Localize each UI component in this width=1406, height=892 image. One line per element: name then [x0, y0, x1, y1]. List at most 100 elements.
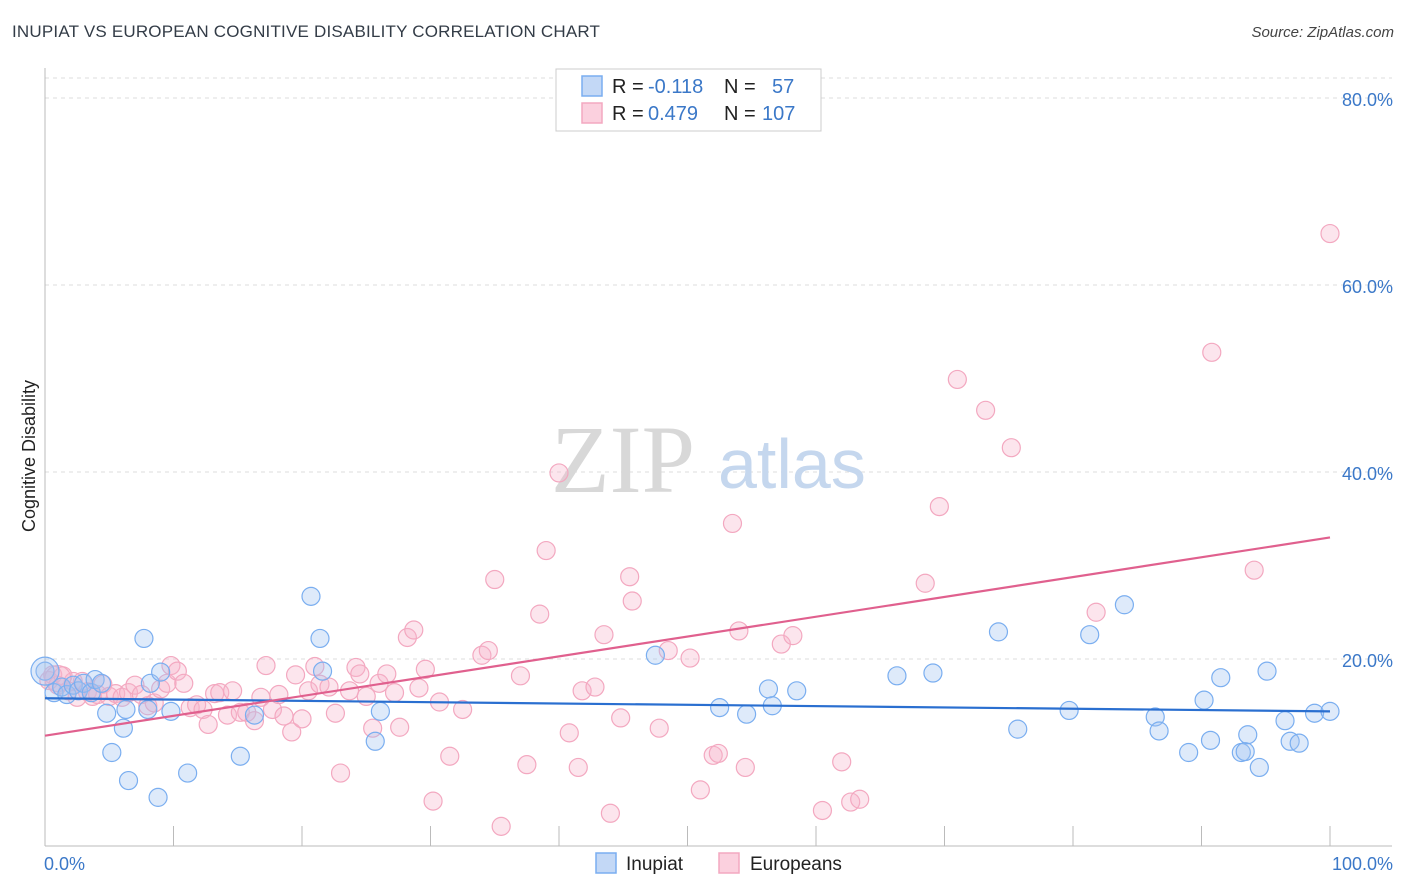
- europeans-point: [167, 661, 187, 681]
- europeans-point: [611, 708, 631, 728]
- inupiat-point: [244, 705, 265, 725]
- inupiat-point: [118, 770, 139, 791]
- europeans-point: [384, 683, 405, 703]
- grid-lines: [45, 77, 1392, 660]
- europeans-point: [915, 573, 935, 593]
- inupiat-point: [1008, 719, 1028, 739]
- legend-bottom-label-inupiat: Inupiat: [626, 854, 684, 875]
- europeans-point: [510, 666, 531, 686]
- legend-bottom: Inupiat Europeans: [595, 852, 842, 875]
- inupiat-point: [178, 763, 198, 783]
- inupiat-point: [138, 699, 158, 720]
- europeans-point: [549, 463, 569, 483]
- axes: [44, 68, 1392, 847]
- europeans-point: [397, 627, 417, 648]
- inupiat-point: [30, 656, 60, 686]
- europeans-point: [812, 800, 833, 821]
- trend-lines: [44, 536, 1331, 737]
- europeans-point: [929, 496, 949, 517]
- inupiat-point: [1235, 741, 1255, 762]
- watermark-atlas: atlas: [718, 425, 866, 503]
- europeans-point: [285, 665, 306, 685]
- legend-bottom-swatch-europeans: [718, 852, 740, 874]
- inupiat-point: [1289, 733, 1309, 753]
- inupiat-point: [923, 663, 943, 683]
- inupiat-point: [1257, 661, 1277, 681]
- legend-n-value: 107: [762, 103, 795, 125]
- inupiat-point: [737, 704, 757, 724]
- y-axis-label: Cognitive Disability: [19, 380, 39, 532]
- europeans-point: [415, 659, 435, 679]
- inupiat-point: [1211, 668, 1231, 688]
- inupiat-point: [151, 662, 171, 682]
- inupiat-point: [310, 628, 330, 649]
- europeans-point: [174, 673, 194, 693]
- inupiat-point: [1304, 703, 1325, 723]
- europeans-point: [1244, 560, 1264, 580]
- europeans-point: [947, 369, 967, 390]
- inupiat-point: [91, 673, 112, 693]
- inupiat-point: [1149, 721, 1169, 741]
- europeans-point: [572, 681, 592, 701]
- europeans-point: [783, 626, 803, 646]
- inupiat-point: [230, 746, 250, 766]
- y-tick-labels: 20.0% 40.0% 60.0% 80.0%: [1342, 90, 1393, 671]
- europeans-point: [850, 789, 870, 809]
- europeans-point: [256, 655, 276, 676]
- chart-title: INUPIAT VS EUROPEAN COGNITIVE DISABILITY…: [12, 22, 601, 41]
- europeans-point: [530, 604, 550, 624]
- europeans-point: [735, 757, 755, 778]
- europeans-point: [491, 816, 511, 836]
- inupiat-point: [301, 586, 321, 606]
- legend-swatch-europeans: [581, 102, 603, 124]
- inupiat-point: [116, 699, 136, 720]
- inupiat-point: [370, 701, 390, 721]
- inupiat-point: [134, 628, 154, 649]
- europeans-point: [390, 717, 410, 737]
- europeans-point: [1001, 438, 1021, 458]
- legend-r-value: 0.479: [648, 103, 698, 125]
- europeans-point: [1086, 602, 1106, 622]
- inupiat-point: [787, 681, 807, 701]
- inupiat-point: [1114, 595, 1135, 615]
- europeans-point: [600, 803, 621, 823]
- inupiat-point: [148, 787, 168, 807]
- inupiat-point: [758, 679, 779, 699]
- inupiat-point: [1179, 742, 1199, 763]
- europeans-point: [680, 648, 700, 668]
- legend-n-label: N =: [724, 76, 756, 98]
- europeans-point: [230, 702, 250, 722]
- legend-bottom-swatch-inupiat: [595, 852, 617, 874]
- y-tick-label: 60.0%: [1342, 277, 1393, 297]
- legend-n-value: 57: [772, 76, 794, 98]
- europeans-point: [325, 703, 346, 723]
- europeans-point: [423, 791, 443, 811]
- europeans-point: [292, 709, 312, 729]
- europeans-point: [282, 722, 302, 742]
- inupiat-point: [102, 742, 122, 763]
- inupiat-point: [35, 661, 55, 681]
- inupiat-point: [1238, 725, 1258, 745]
- x-tick-label: 100.0%: [1332, 854, 1393, 874]
- europeans-point: [1202, 342, 1222, 362]
- europeans-point: [622, 591, 642, 611]
- watermark-zip: ZIP: [551, 406, 695, 513]
- europeans-point: [585, 677, 605, 697]
- europeans-point: [339, 681, 360, 701]
- europeans-point: [594, 625, 614, 645]
- europeans-point: [690, 780, 710, 800]
- inupiat-point: [312, 661, 333, 681]
- europeans-point: [559, 723, 579, 743]
- europeans-point: [409, 678, 429, 698]
- inupiat-point: [645, 645, 665, 665]
- inupiat-point: [97, 703, 117, 723]
- legend-r-label: R =: [612, 76, 644, 98]
- legend-r-label: R =: [612, 103, 644, 125]
- europeans-point: [198, 714, 218, 735]
- europeans-point: [658, 640, 678, 661]
- europeans-point: [722, 513, 743, 534]
- series-inupiat: [30, 586, 1340, 807]
- europeans-point: [350, 664, 370, 684]
- europeans-point: [485, 569, 505, 590]
